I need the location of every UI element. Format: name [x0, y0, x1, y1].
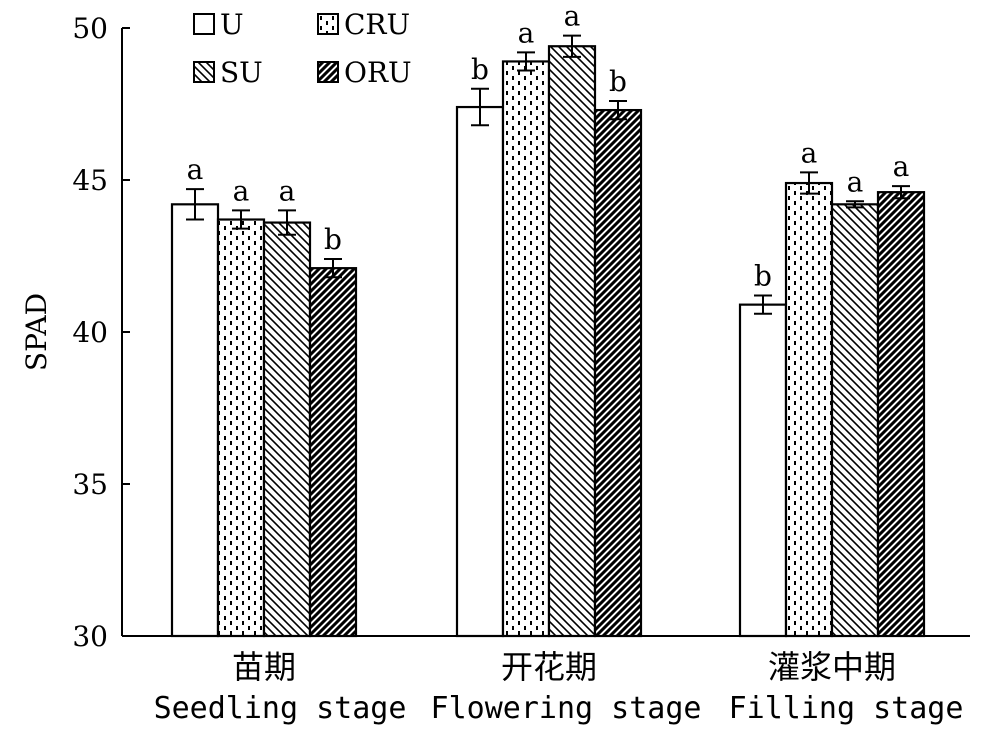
legend-swatch: [317, 13, 339, 35]
bar-u-2: [738, 303, 788, 638]
significance-letter: a: [187, 153, 204, 186]
legend-swatch: [317, 61, 339, 83]
category-label-en: Seedling stage: [154, 691, 407, 726]
bars-group: [170, 34, 926, 638]
axes: 30 35 40 45 50 SPAD: [20, 12, 970, 653]
bar-oru-2: [876, 191, 926, 638]
bar-oru-0: [308, 267, 358, 638]
significance-letter: a: [233, 174, 250, 207]
bar-su-0: [262, 221, 312, 638]
legend-swatch: [193, 61, 215, 83]
legend-label: ORU: [344, 56, 412, 89]
significance-letter: a: [847, 165, 864, 198]
legend-item-cru: CRU: [317, 8, 410, 41]
significance-letter: b: [471, 53, 489, 86]
y-tick-label: 45: [72, 164, 108, 197]
legend-label: SU: [220, 56, 263, 89]
bar-su-2: [830, 203, 880, 638]
y-axis-title: SPAD: [20, 293, 53, 371]
significance-letter: b: [754, 260, 772, 293]
category-label-en: Flowering stage: [431, 691, 702, 726]
y-tick-label: 35: [72, 468, 108, 501]
legend-item-u: U: [193, 8, 244, 41]
y-tick-label: 30: [72, 620, 108, 653]
y-tick-label: 40: [72, 316, 108, 349]
legend-item-su: SU: [193, 56, 263, 89]
bar-oru-1: [593, 108, 643, 638]
bar-cru-0: [216, 218, 266, 638]
legend: U CRU SU ORU: [193, 8, 412, 89]
bar-cru-2: [784, 181, 834, 638]
bar-cru-1: [501, 60, 551, 638]
category-label-en: Filling stage: [729, 691, 964, 726]
y-tick-label: 50: [72, 12, 108, 45]
significance-letter: b: [609, 65, 627, 98]
significance-letter: a: [801, 136, 818, 169]
category-label-cn: 苗期: [232, 648, 296, 686]
significance-letter: a: [279, 174, 296, 207]
legend-label: U: [220, 8, 244, 41]
significance-letter: a: [564, 0, 581, 33]
category-label-cn: 开花期: [501, 648, 597, 686]
bar-u-1: [455, 105, 505, 638]
legend-swatch: [193, 13, 215, 35]
bar-su-1: [547, 45, 597, 638]
category-label-cn: 灌浆中期: [768, 648, 896, 686]
significance-letter: b: [324, 223, 342, 256]
significance-letter: a: [518, 16, 535, 49]
significance-letter: a: [893, 150, 910, 183]
bar-u-0: [170, 203, 220, 638]
legend-label: CRU: [344, 8, 410, 41]
legend-item-oru: ORU: [317, 56, 412, 89]
